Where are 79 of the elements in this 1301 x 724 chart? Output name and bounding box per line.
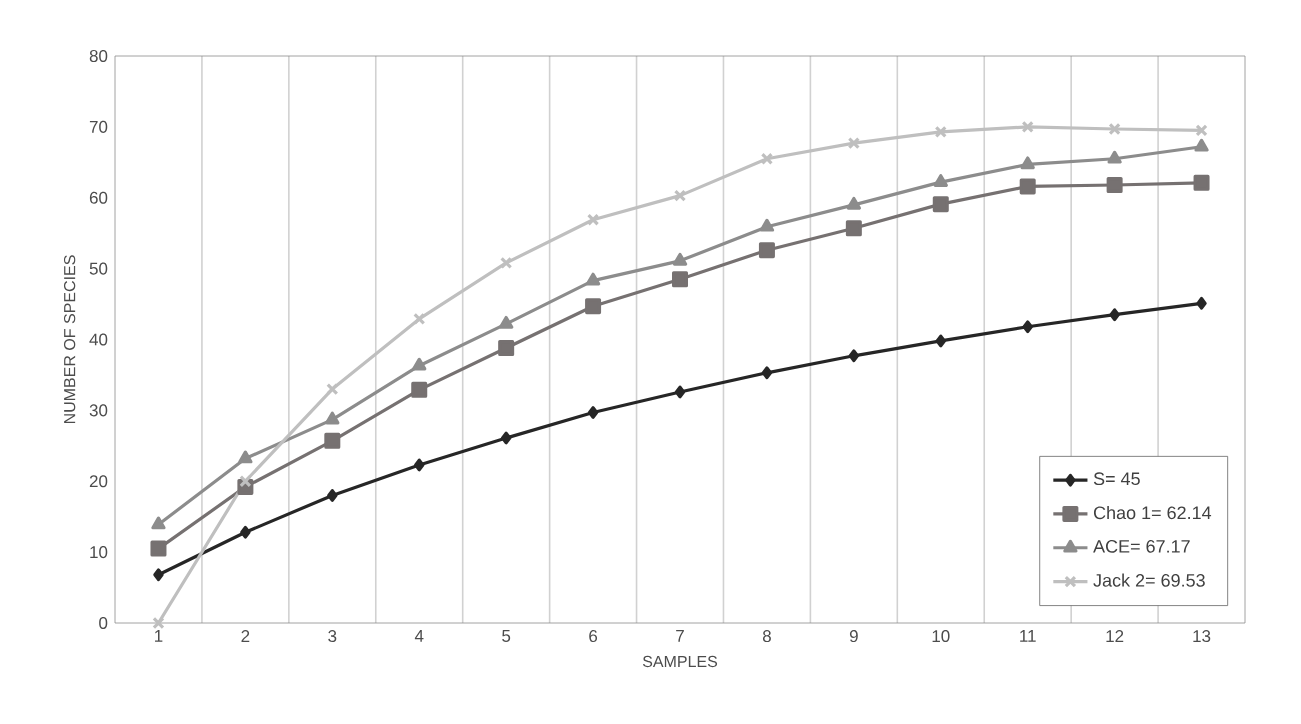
x-axis-title: SAMPLES [642, 655, 718, 668]
point [1194, 138, 1209, 152]
point [1108, 122, 1121, 136]
point [411, 381, 428, 398]
point [238, 450, 253, 464]
point [151, 516, 166, 530]
legend-label: Chao 1= 62.14 [1093, 505, 1212, 520]
point [674, 385, 686, 399]
point [847, 137, 860, 150]
point [153, 568, 164, 582]
point [1019, 178, 1036, 195]
point [1022, 320, 1033, 334]
point [413, 312, 426, 326]
x-tick-label: 8 [762, 630, 771, 643]
point [152, 616, 165, 630]
point [933, 174, 948, 187]
point [585, 272, 601, 286]
y-tick-label: 60 [89, 191, 108, 204]
point [761, 366, 773, 380]
point [1193, 174, 1210, 191]
point [500, 256, 513, 270]
point [240, 525, 251, 539]
point [586, 213, 600, 226]
point [672, 271, 689, 288]
point [498, 340, 515, 357]
point [758, 242, 775, 259]
x-tick-label: 12 [1106, 630, 1124, 642]
x-tick-label: 6 [589, 630, 598, 643]
point [587, 406, 599, 419]
legend-label: ACE= 67.17 [1093, 539, 1190, 553]
x-tick-label: 7 [676, 630, 684, 642]
x-tick-label: 5 [502, 630, 511, 642]
y-tick-label: 30 [89, 404, 108, 417]
point [1020, 156, 1035, 170]
x-tick-label: 3 [328, 630, 337, 643]
point [1106, 177, 1123, 193]
point [324, 432, 341, 449]
point [239, 475, 252, 488]
point [760, 152, 774, 165]
x-tick-label: 11 [1020, 630, 1036, 642]
x-tick-label: 4 [414, 630, 424, 642]
point [1107, 150, 1122, 164]
y-tick-label: 20 [89, 475, 108, 488]
x-tick-label: 13 [1193, 630, 1211, 643]
legend-label: Jack 2= 69.53 [1093, 573, 1205, 587]
point [499, 315, 514, 329]
point [848, 349, 860, 363]
point [500, 431, 512, 445]
point [846, 196, 861, 210]
y-tick-label: 40 [89, 333, 108, 346]
y-tick-label: 50 [89, 262, 108, 275]
point [585, 298, 602, 315]
point [845, 220, 862, 237]
x-tick-label: 10 [932, 630, 950, 643]
point [326, 382, 339, 396]
point [414, 458, 425, 472]
y-tick-label: 70 [89, 120, 108, 133]
y-tick-label: 80 [89, 50, 108, 63]
x-tick-label: 1 [155, 630, 163, 642]
point [412, 357, 427, 371]
x-tick-label: 9 [849, 630, 858, 643]
point [327, 489, 338, 502]
point [1196, 296, 1207, 310]
legend-label: S= 45 [1093, 472, 1140, 486]
x-tick-label: 2 [241, 630, 250, 642]
y-tick-label: 10 [90, 546, 108, 559]
point [672, 252, 688, 266]
point [325, 411, 340, 425]
point [1195, 124, 1208, 137]
point [759, 218, 775, 232]
point [932, 196, 949, 213]
point [935, 334, 946, 348]
y-tick-label: 0 [99, 616, 108, 630]
y-axis-title: NUMBER OF SPECIES [63, 255, 76, 424]
point [150, 540, 167, 557]
point [673, 189, 687, 202]
point [1021, 120, 1034, 133]
point [1109, 308, 1120, 322]
point [934, 125, 947, 138]
